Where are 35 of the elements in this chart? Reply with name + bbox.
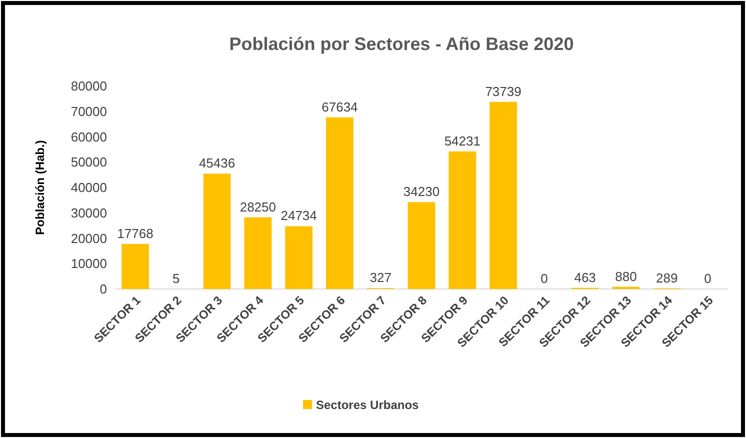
data-label: 463 [574, 270, 596, 285]
data-label: 327 [370, 270, 392, 286]
data-label: 28250 [240, 199, 276, 214]
data-label: 0 [704, 271, 712, 286]
data-label: 17768 [117, 226, 154, 241]
bar [326, 117, 354, 289]
bar [244, 217, 272, 289]
legend-label: Sectores Urbanos [316, 398, 420, 412]
y-tick-label: 70000 [70, 104, 107, 119]
data-label: 24734 [280, 208, 317, 224]
chart-title: Población por Sectores - Año Base 2020 [229, 34, 574, 54]
data-label: 54231 [444, 133, 480, 148]
data-label: 67634 [322, 99, 358, 114]
data-label: 880 [615, 268, 637, 284]
data-label: 289 [656, 270, 678, 286]
bar [285, 226, 313, 289]
bar [203, 174, 231, 289]
data-label: 45436 [198, 156, 236, 171]
y-tick-label: 0 [100, 282, 107, 296]
bar [490, 102, 517, 289]
bar [408, 202, 436, 289]
y-tick-label: 30000 [70, 205, 107, 220]
data-label: 73739 [485, 84, 522, 99]
y-tick-label: 40000 [70, 180, 107, 195]
y-tick-label: 50000 [70, 154, 107, 170]
y-tick-label: 60000 [70, 129, 107, 144]
data-label: 34230 [403, 184, 440, 200]
y-axis-title: Población (Hab.) [33, 140, 47, 235]
data-label: 5 [172, 270, 180, 286]
bar [448, 151, 476, 289]
bar [122, 244, 149, 289]
y-tick-label: 20000 [70, 230, 107, 246]
y-tick-label: 10000 [70, 256, 107, 272]
y-tick-label: 80000 [70, 78, 107, 94]
data-label: 0 [540, 271, 548, 286]
